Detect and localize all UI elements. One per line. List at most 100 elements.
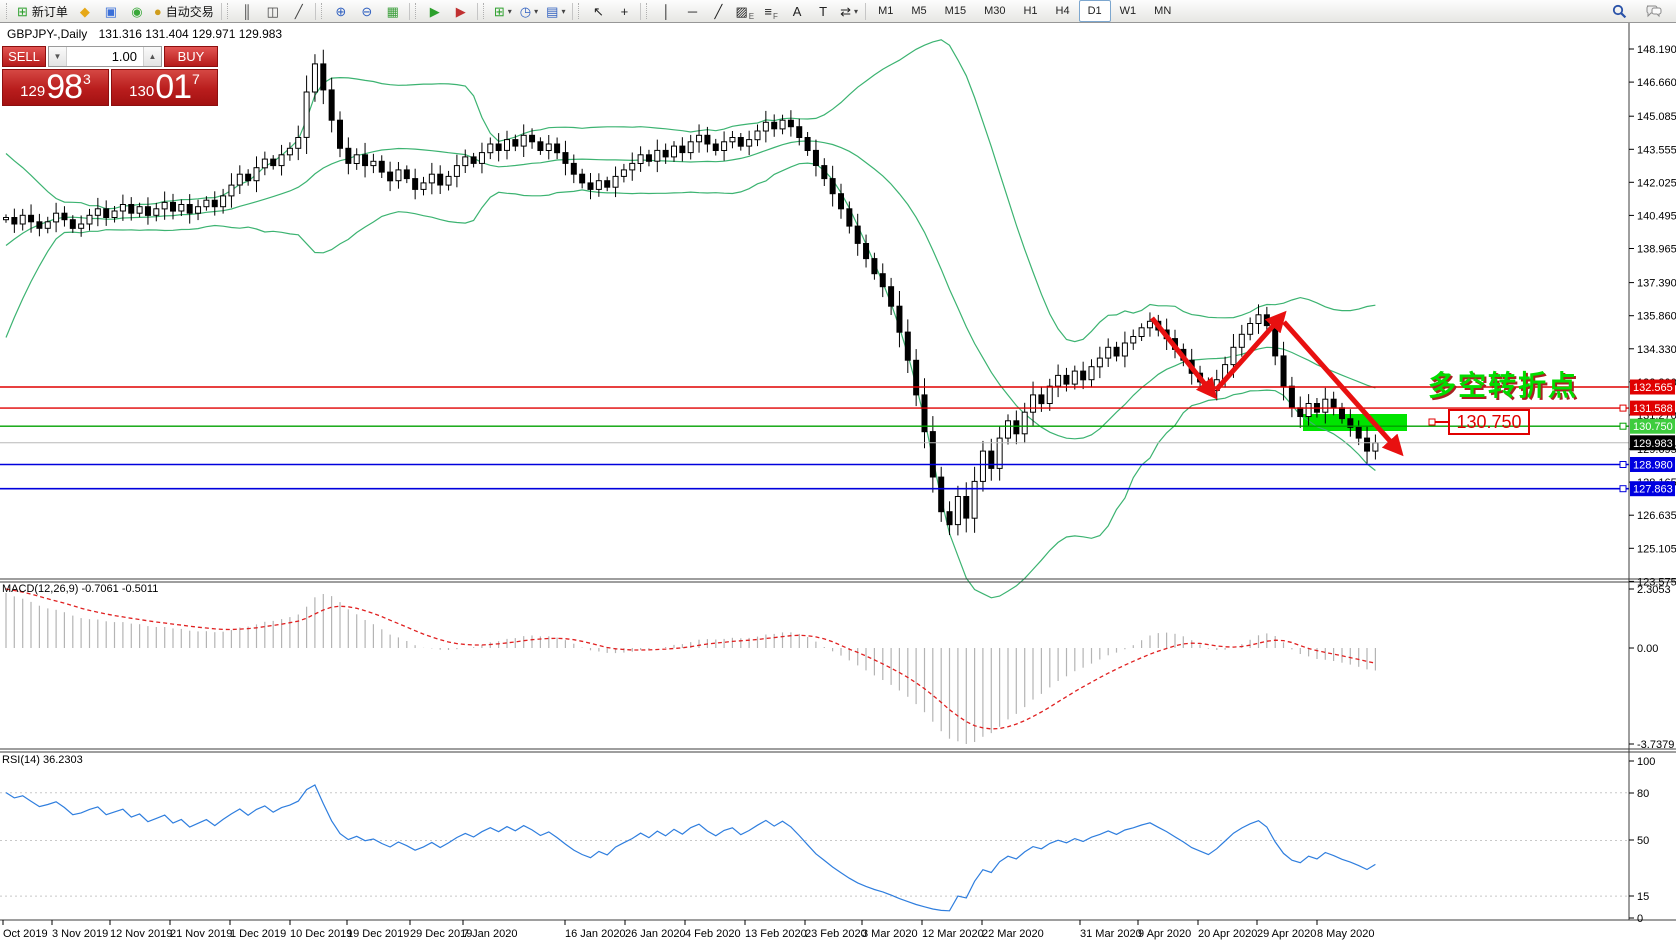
text-button[interactable]: A — [784, 0, 810, 22]
indicators-button[interactable]: ⊞ ▾ — [490, 0, 516, 22]
macd-tick-label: -3.7379 — [1637, 739, 1674, 751]
hline-handle[interactable] — [1619, 461, 1627, 468]
zoom-out-button[interactable]: ⊖ — [354, 0, 380, 22]
toolbar-grip — [578, 3, 582, 19]
buy-price-button[interactable]: 130 01 7 — [111, 69, 218, 106]
buy-button[interactable]: BUY — [164, 46, 218, 67]
timeframe-w1-button[interactable]: W1 — [1111, 0, 1146, 22]
metaeditor-button[interactable]: ▣ — [98, 0, 124, 22]
new-order-button[interactable]: ⊞ 新订单 — [13, 0, 72, 22]
autotrading-button[interactable]: ● 自动交易 — [150, 0, 218, 22]
timeframe-w1-button-label: W1 — [1119, 5, 1137, 17]
volume-decrease-button[interactable]: ▼ — [49, 47, 67, 66]
arrows-button[interactable]: ⇄ ▾ — [836, 0, 862, 22]
timeframe-m15-button[interactable]: M15 — [936, 0, 975, 22]
chart-shift-button[interactable]: ▶ — [448, 0, 474, 22]
zoom-in-button[interactable]: ⊕ — [328, 0, 354, 22]
timeframe-h4-button[interactable]: H4 — [1047, 0, 1079, 22]
fibonacci-button[interactable]: ≡ F — [758, 0, 784, 22]
editor-icon: ▣ — [104, 3, 118, 19]
trend-arrow[interactable] — [1214, 310, 1287, 392]
timeframe-d1-button[interactable]: D1 — [1078, 0, 1111, 22]
timeframe-m5-button[interactable]: M5 — [902, 0, 935, 22]
cursor-button[interactable]: ↖ — [585, 0, 611, 22]
chart-shift-icon: ▶ — [455, 3, 466, 19]
trend-arrow[interactable] — [1282, 320, 1404, 457]
chart-plus-icon: ⊞ — [17, 3, 28, 19]
price-tick-label: 146.660 — [1637, 77, 1676, 89]
bar-chart-button[interactable]: ║ — [234, 0, 260, 22]
candlestick-chart-button[interactable]: ◫ — [260, 0, 286, 22]
timeframe-mn-button[interactable]: MN — [1145, 0, 1180, 22]
profiles-button[interactable]: ◆ — [72, 0, 98, 22]
channel-button[interactable]: ▨ E — [731, 0, 758, 22]
chat-button[interactable] — [1640, 0, 1666, 22]
date-tick-label: 23 Feb 2020 — [805, 928, 867, 940]
price-tick-label: 148.190 — [1637, 44, 1676, 56]
date-tick-label: 20 Apr 2020 — [1198, 928, 1257, 940]
sell-button[interactable]: SELL — [2, 46, 46, 67]
date-tick-label: 4 Feb 2020 — [685, 928, 741, 940]
one-click-trading-panel: SELL ▼ 1.00 ▲ BUY 129 98 3 130 01 7 — [2, 46, 218, 106]
fibonacci-icon: ≡ — [764, 3, 772, 19]
date-tick-label: 3 Nov 2019 — [52, 928, 108, 940]
volume-value[interactable]: 1.00 — [111, 49, 137, 64]
macd-histogram — [5, 592, 1377, 744]
timeframe-mn-button-label: MN — [1154, 5, 1172, 17]
bollinger-bands — [5, 39, 1376, 599]
timeframe-m1-button[interactable]: M1 — [869, 0, 902, 22]
price-callout-label[interactable]: 130.750 — [1448, 409, 1530, 435]
clock-icon: ◷ — [519, 3, 532, 19]
line-chart-button[interactable]: ╱ — [286, 0, 312, 22]
timeframe-h4-button-label: H4 — [1055, 5, 1070, 17]
hline-handle[interactable] — [1619, 485, 1627, 493]
callout-handle[interactable] — [1428, 418, 1436, 426]
tile-windows-button[interactable]: ▦ — [380, 0, 406, 22]
date-tick-label: 3 Mar 2020 — [862, 928, 918, 940]
crosshair-button[interactable]: + — [611, 0, 637, 22]
date-tick-label: 21 Nov 2019 — [170, 928, 232, 940]
toolbar-grip — [414, 3, 419, 19]
chart-symbol-period: GBPJPY-,Daily — [7, 27, 88, 41]
sell-price-prefix: 129 — [20, 83, 46, 100]
templates-button[interactable]: ▤ ▾ — [542, 0, 569, 22]
support-zone-rectangle[interactable] — [1303, 414, 1407, 431]
volume-stepper[interactable]: ▼ 1.00 ▲ — [48, 46, 162, 67]
vertical-line-icon: │ — [662, 3, 671, 19]
volume-increase-button[interactable]: ▲ — [143, 47, 161, 66]
sell-price-button[interactable]: 129 98 3 — [2, 69, 109, 106]
fibonacci-button-sub-label: F — [772, 12, 778, 21]
trend-arrow-annotations[interactable] — [1150, 310, 1404, 457]
auto-scroll-icon: ▶ — [429, 3, 440, 19]
date-tick-label: 26 Jan 2020 — [625, 928, 686, 940]
vertical-line-button[interactable]: │ — [653, 0, 679, 22]
chevron-down-icon: ▾ — [534, 6, 539, 16]
date-tick-label: 31 Mar 2020 — [1080, 928, 1142, 940]
date-tick-label: 1 Dec 2019 — [230, 928, 286, 940]
price-level-label — [1630, 457, 1675, 472]
hline-handle[interactable] — [1619, 422, 1627, 430]
search-button[interactable] — [1606, 0, 1632, 22]
horizontal-line-objects[interactable] — [0, 386, 1629, 493]
timeframe-m30-button-label: M30 — [984, 5, 1006, 17]
timeframe-m30-button[interactable]: M30 — [975, 0, 1014, 22]
trend-arrow[interactable] — [1150, 316, 1218, 400]
date-tick-label: Oct 2019 — [3, 928, 48, 940]
text-label-button[interactable]: T — [810, 0, 836, 22]
chevron-down-icon: ▾ — [561, 6, 566, 16]
hline-handle[interactable] — [1619, 404, 1627, 412]
periods-button[interactable]: ◷ ▾ — [516, 0, 542, 22]
rsi-tick-label: 15 — [1637, 891, 1649, 903]
turning-point-annotation[interactable]: 多空转折点 — [1428, 370, 1579, 401]
horizontal-line-button[interactable]: ─ — [679, 0, 705, 22]
macd-indicator-label: MACD(12,26,9) -0.7061 -0.5011 — [2, 583, 159, 595]
trendline-button[interactable]: ╱ — [705, 0, 731, 22]
timeframe-d1-button-label: D1 — [1087, 5, 1102, 17]
timeframe-m15-button-label: M15 — [944, 5, 967, 17]
timeframe-h1-button[interactable]: H1 — [1014, 0, 1046, 22]
signals-button[interactable]: ◉ — [124, 0, 150, 22]
auto-scroll-button[interactable]: ▶ — [422, 0, 448, 22]
